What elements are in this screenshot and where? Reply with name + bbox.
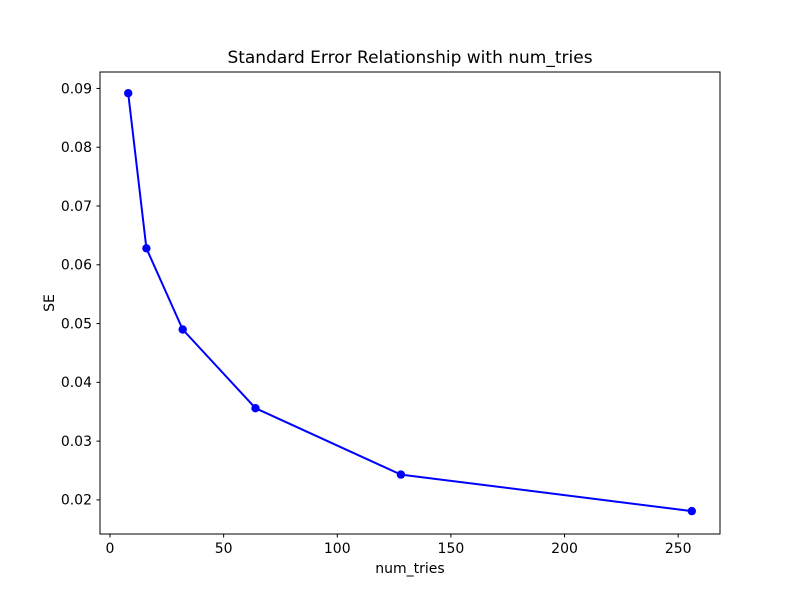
y-tick-label: 0.02 — [61, 493, 92, 509]
x-axis-label: num_tries — [375, 561, 444, 577]
x-tick-label: 50 — [215, 541, 233, 557]
data-point-marker — [396, 470, 406, 479]
x-tick-label: 150 — [438, 541, 465, 557]
x-tick-label: 200 — [551, 541, 578, 557]
data-point-marker — [251, 404, 260, 413]
y-tick-label: 0.07 — [61, 199, 92, 215]
y-tick-label: 0.08 — [61, 140, 92, 156]
y-tick-label: 0.09 — [61, 81, 92, 97]
data-point-marker — [142, 244, 151, 253]
plot-area-border — [99, 71, 721, 535]
x-axis-ticks: 0 50 100 150 200 250 — [106, 534, 692, 557]
data-markers — [124, 89, 696, 516]
data-point-marker — [124, 89, 133, 98]
y-tick-label: 0.03 — [61, 434, 92, 450]
data-line — [127, 92, 693, 513]
x-tick-label: 0 — [106, 541, 115, 557]
x-tick-label: 100 — [324, 541, 351, 557]
data-point-marker — [687, 506, 696, 516]
chart-title: Standard Error Relationship with num_tri… — [227, 48, 592, 68]
y-axis-ticks: 0.02 0.03 0.04 0.05 0.06 0.07 0.08 0.09 — [61, 81, 100, 509]
x-tick-label: 250 — [665, 541, 692, 557]
y-tick-label: 0.04 — [61, 375, 92, 391]
y-tick-label: 0.05 — [61, 316, 92, 332]
y-axis-label: SE — [42, 294, 58, 312]
data-point-marker — [178, 325, 187, 334]
y-tick-label: 0.06 — [61, 258, 92, 274]
